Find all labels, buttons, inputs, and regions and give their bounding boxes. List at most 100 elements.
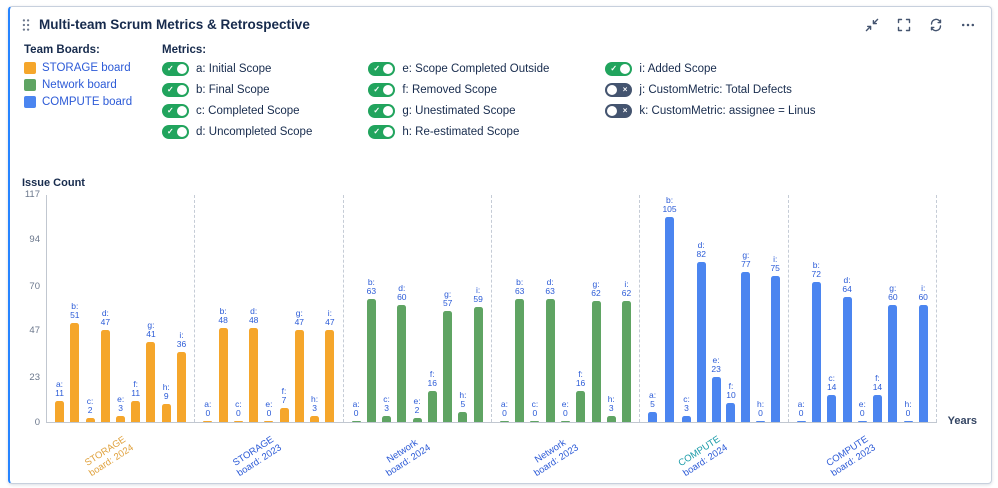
bar-e[interactable] bbox=[711, 377, 721, 422]
bar-f[interactable] bbox=[427, 391, 437, 422]
refresh-icon[interactable] bbox=[929, 18, 943, 32]
bar-d[interactable] bbox=[100, 330, 110, 422]
bar-c[interactable] bbox=[233, 421, 243, 422]
bar-f[interactable] bbox=[131, 401, 141, 422]
bar-h[interactable] bbox=[903, 421, 913, 422]
bar-d[interactable] bbox=[545, 299, 555, 422]
bar-c[interactable] bbox=[827, 395, 837, 422]
metric-toggle-f[interactable]: ✓ bbox=[368, 83, 396, 97]
metric-toggle-a[interactable]: ✓ bbox=[162, 62, 189, 76]
bar-a[interactable] bbox=[499, 421, 509, 422]
metric-toggle-b[interactable]: ✓ bbox=[162, 83, 189, 97]
bar-f[interactable] bbox=[726, 403, 736, 422]
bar-a[interactable] bbox=[203, 421, 213, 422]
drag-handle-icon[interactable] bbox=[22, 18, 30, 32]
metric-toggle-h[interactable]: ✓ bbox=[368, 125, 396, 139]
bar-value-label: b: 51 bbox=[70, 300, 80, 321]
bar-d[interactable] bbox=[842, 297, 852, 422]
x-axis-group-label[interactable]: COMPUTE board: 2023 bbox=[824, 433, 878, 480]
toggle-knob bbox=[177, 64, 187, 74]
bar-h[interactable] bbox=[458, 412, 468, 422]
y-tick-label: 117 bbox=[24, 189, 40, 200]
bar-i[interactable] bbox=[473, 307, 483, 422]
bar-d[interactable] bbox=[249, 328, 259, 422]
bar-cell-d: d: 82 bbox=[696, 195, 706, 422]
bar-c[interactable] bbox=[85, 418, 95, 422]
bar-a[interactable] bbox=[648, 412, 658, 422]
bar-value-label: i: 47 bbox=[325, 307, 335, 328]
bar-f[interactable] bbox=[576, 391, 586, 422]
bar-h[interactable] bbox=[606, 416, 616, 422]
bar-d[interactable] bbox=[696, 262, 706, 422]
bar-b[interactable] bbox=[366, 299, 376, 422]
bar-value-label: d: 64 bbox=[842, 274, 852, 295]
bar-f[interactable] bbox=[872, 395, 882, 422]
cross-icon: × bbox=[622, 84, 628, 94]
bar-b[interactable] bbox=[811, 282, 821, 422]
bar-a[interactable] bbox=[351, 421, 361, 422]
bar-i[interactable] bbox=[770, 276, 780, 422]
metric-row-h: ✓ h: Re-estimated Scope bbox=[368, 125, 549, 139]
board-item[interactable]: COMPUTE board bbox=[24, 96, 136, 108]
bar-e[interactable] bbox=[116, 416, 126, 422]
bar-cell-g: g: 60 bbox=[888, 195, 898, 422]
bar-h[interactable] bbox=[161, 404, 171, 422]
metric-toggle-g[interactable]: ✓ bbox=[368, 104, 396, 118]
metric-toggle-i[interactable]: ✓ bbox=[605, 62, 633, 76]
board-item[interactable]: Network board bbox=[24, 79, 136, 91]
metric-toggle-c[interactable]: ✓ bbox=[162, 104, 189, 118]
check-icon: ✓ bbox=[167, 105, 174, 115]
bar-i[interactable] bbox=[325, 330, 335, 422]
chart: Issue Count 0 23 47 70 94 117 a: 11 b: 51 c: 2 d: 47… bbox=[20, 177, 979, 479]
bar-c[interactable] bbox=[682, 416, 692, 422]
board-item[interactable]: STORAGE board bbox=[24, 62, 136, 74]
bar-a[interactable] bbox=[55, 401, 65, 422]
more-icon[interactable] bbox=[961, 18, 975, 32]
bar-value-label: e: 3 bbox=[117, 393, 125, 414]
bar-e[interactable] bbox=[264, 421, 274, 422]
bar-c[interactable] bbox=[382, 416, 392, 422]
collapse-icon[interactable] bbox=[865, 18, 879, 32]
bar-f[interactable] bbox=[279, 408, 289, 422]
bar-g[interactable] bbox=[888, 305, 898, 422]
bar-h[interactable] bbox=[756, 421, 766, 422]
metric-toggle-d[interactable]: ✓ bbox=[162, 125, 189, 139]
x-axis-group-label[interactable]: STORAGE board: 2024 bbox=[82, 434, 136, 480]
bar-cell-e: e: 0 bbox=[857, 195, 867, 422]
bar-b[interactable] bbox=[218, 328, 228, 422]
toggle-knob bbox=[177, 106, 187, 116]
metric-toggle-j[interactable]: × bbox=[605, 83, 633, 97]
x-axis-group-label[interactable]: COMPUTE board: 2024 bbox=[676, 433, 730, 480]
x-axis-group-label[interactable]: STORAGE board: 2023 bbox=[231, 434, 284, 480]
bar-e[interactable] bbox=[560, 421, 570, 422]
bar-g[interactable] bbox=[443, 311, 453, 422]
bar-h[interactable] bbox=[310, 416, 320, 422]
metric-row-k: × k: CustomMetric: assignee = Linus bbox=[605, 104, 815, 118]
bar-b[interactable] bbox=[70, 323, 80, 422]
bar-b[interactable] bbox=[665, 217, 675, 422]
bar-b[interactable] bbox=[515, 299, 525, 422]
bar-value-label: g: 62 bbox=[591, 278, 601, 299]
metric-row-i: ✓ i: Added Scope bbox=[605, 62, 815, 76]
x-axis-group-label[interactable]: Network board: 2024 bbox=[383, 437, 433, 480]
bar-a[interactable] bbox=[796, 421, 806, 422]
bar-i[interactable] bbox=[621, 301, 631, 422]
fullscreen-icon[interactable] bbox=[897, 18, 911, 32]
bar-g[interactable] bbox=[146, 342, 156, 422]
bar-g[interactable] bbox=[741, 272, 751, 422]
bar-d[interactable] bbox=[397, 305, 407, 422]
bar-i[interactable] bbox=[918, 305, 928, 422]
bar-g[interactable] bbox=[294, 330, 304, 422]
x-axis-group-label[interactable]: Network board: 2023 bbox=[532, 437, 581, 480]
bar-g[interactable] bbox=[591, 301, 601, 422]
bar-c[interactable] bbox=[530, 421, 540, 422]
bar-i[interactable] bbox=[177, 352, 187, 422]
metric-toggle-k[interactable]: × bbox=[605, 104, 633, 118]
bar-e[interactable] bbox=[412, 418, 422, 422]
toggle-knob bbox=[620, 64, 631, 74]
metric-toggle-e[interactable]: ✓ bbox=[368, 62, 396, 76]
gadget-title: Multi-team Scrum Metrics & Retrospective bbox=[39, 17, 310, 32]
metric-label: e: Scope Completed Outside bbox=[402, 63, 550, 75]
metrics-columns: ✓ a: Initial Scope ✓ b: Final Scope ✓ c: Comp… bbox=[162, 62, 815, 139]
bar-e[interactable] bbox=[857, 421, 867, 422]
